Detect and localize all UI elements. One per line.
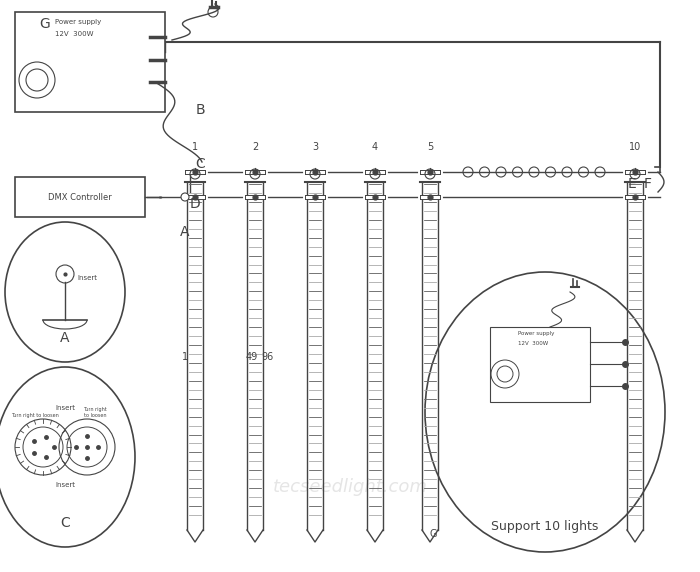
Text: A: A (60, 331, 70, 345)
Text: C: C (195, 157, 205, 171)
Text: Insert: Insert (55, 405, 75, 411)
Text: 5: 5 (427, 142, 433, 152)
Text: B: B (195, 103, 205, 117)
Text: D: D (190, 197, 200, 211)
Text: Power supply: Power supply (55, 19, 102, 25)
Text: Insert: Insert (77, 275, 97, 281)
Circle shape (181, 193, 189, 201)
Text: DMX Controller: DMX Controller (48, 193, 112, 201)
FancyBboxPatch shape (15, 12, 165, 112)
Text: Turn right to loosen: Turn right to loosen (11, 413, 59, 418)
Text: Insert: Insert (55, 482, 75, 488)
Text: Power supply: Power supply (518, 331, 554, 336)
Text: E: E (628, 177, 636, 191)
Text: G: G (429, 529, 437, 539)
Text: 1: 1 (182, 352, 188, 362)
FancyBboxPatch shape (15, 177, 145, 217)
Text: A: A (181, 225, 190, 239)
Text: 2: 2 (252, 142, 258, 152)
Text: 96: 96 (261, 352, 273, 362)
Text: C: C (60, 516, 70, 530)
Text: 10: 10 (629, 142, 641, 152)
Text: 3: 3 (312, 142, 318, 152)
Text: 1: 1 (192, 142, 198, 152)
Text: 4: 4 (372, 142, 378, 152)
Text: tecseedlight.com: tecseedlight.com (272, 478, 428, 496)
Text: 12V  300W: 12V 300W (518, 341, 548, 346)
Text: F: F (644, 177, 652, 191)
Text: 49: 49 (246, 352, 258, 362)
FancyBboxPatch shape (490, 327, 590, 402)
Text: 12V  300W: 12V 300W (55, 31, 94, 37)
Text: Support 10 lights: Support 10 lights (491, 520, 598, 533)
Text: G: G (40, 17, 50, 31)
Text: Turn right
to loosen: Turn right to loosen (83, 407, 107, 418)
